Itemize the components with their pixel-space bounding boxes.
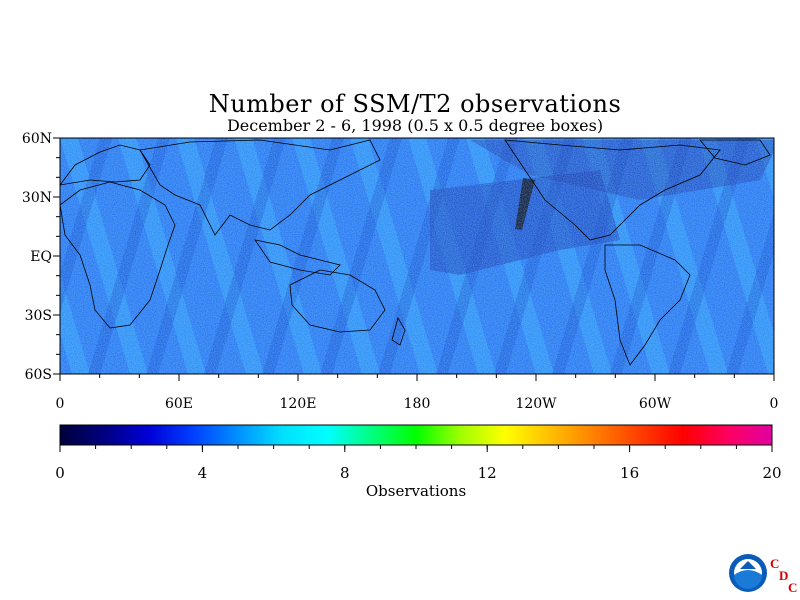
lon-tick-label: 120E: [280, 396, 317, 412]
longitude-axis: 0 60E 120E 180 120W 60W 0: [56, 374, 779, 412]
lat-tick-label: 60S: [25, 367, 52, 383]
cdc-letter-c2: C: [788, 580, 798, 595]
lat-tick-label: 60N: [22, 131, 52, 147]
cdc-letter-d: D: [779, 568, 789, 583]
lon-tick-label: 60E: [165, 396, 193, 412]
coastlines: [60, 139, 771, 366]
colorbar-tick-label: 4: [198, 464, 208, 482]
lon-tick-label: 120W: [515, 396, 557, 412]
colorbar-tick-label: 16: [620, 464, 639, 482]
orbit-swath: [0, 138, 32, 374]
noaa-logo-icon: [729, 554, 767, 592]
colorbar-ticks: 0 4 8 12 16 20: [55, 445, 782, 482]
lat-tick-label: 30N: [22, 190, 52, 206]
map-subtitle: December 2 - 6, 1998 (0.5 x 0.5 degree b…: [226, 116, 604, 135]
south-america-coastline: [604, 244, 691, 366]
lon-tick-label: 0: [770, 396, 779, 412]
lon-tick-label: 60W: [639, 396, 672, 412]
latitude-axis: 60N 30N EQ 30S 60S: [22, 131, 60, 383]
map-title: Number of SSM/T2 observations: [208, 90, 622, 118]
europe-coastline: [60, 144, 151, 186]
colorbar-tick-label: 0: [55, 464, 65, 482]
greenland-coastline: [699, 139, 771, 166]
cdc-letter-c1: C: [770, 556, 780, 571]
australia-coastline: [289, 269, 386, 333]
colorbar-label: Observations: [366, 482, 466, 500]
lat-tick-label: EQ: [30, 249, 52, 265]
orbit-swath: [784, 138, 800, 374]
lat-tick-label: 30S: [25, 308, 52, 324]
lon-tick-label: 180: [404, 396, 431, 412]
colorbar-tick-label: 12: [478, 464, 497, 482]
colorbar: [59, 424, 773, 446]
southeast-asia-islands: [254, 239, 341, 276]
new-zealand-coastline: [391, 316, 406, 346]
north-america-coastline: [504, 139, 721, 241]
colorbar-tick-label: 8: [340, 464, 350, 482]
colorbar-tick-label: 20: [762, 464, 781, 482]
asia-coastline: [139, 139, 381, 236]
africa-coastline: [60, 181, 176, 329]
map-field: [0, 138, 800, 374]
lon-tick-label: 0: [56, 396, 65, 412]
